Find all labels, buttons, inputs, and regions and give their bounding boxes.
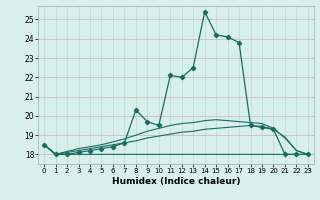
X-axis label: Humidex (Indice chaleur): Humidex (Indice chaleur) bbox=[112, 177, 240, 186]
